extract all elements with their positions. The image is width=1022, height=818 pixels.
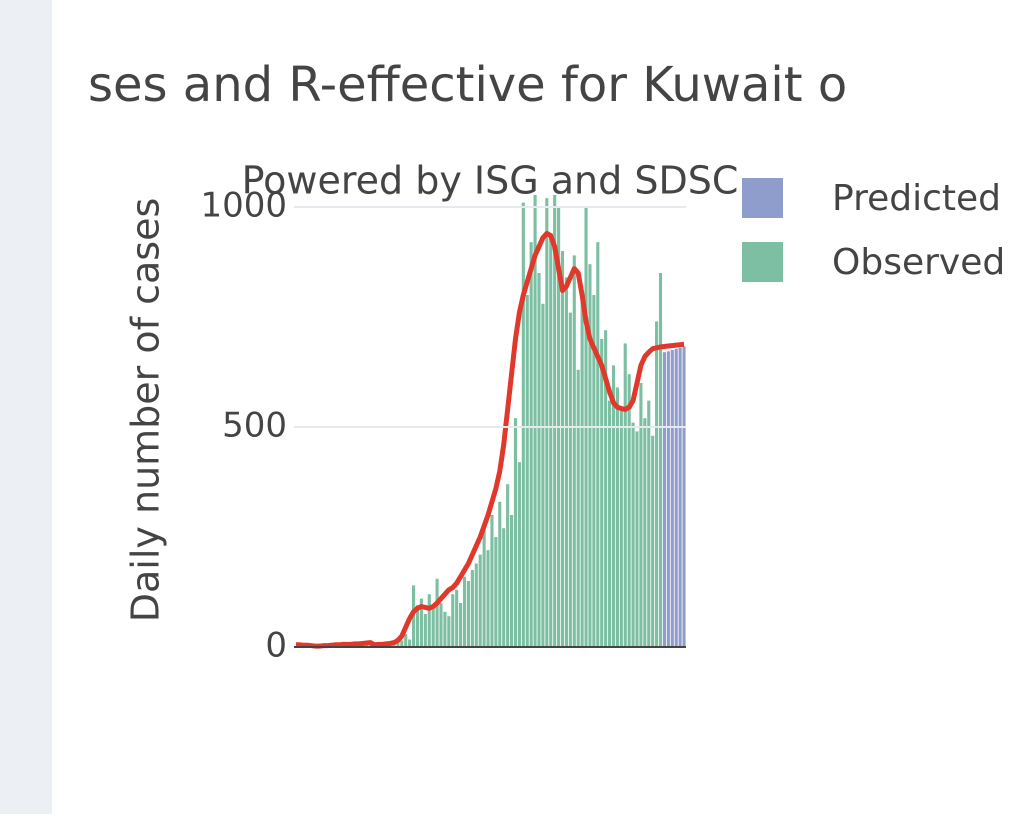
bar: [628, 374, 631, 647]
bar: [443, 612, 446, 647]
bar: [494, 537, 497, 647]
bar: [506, 484, 509, 647]
bar: [541, 304, 544, 647]
bar: [600, 339, 603, 647]
bar: [471, 570, 474, 647]
bar: [498, 502, 501, 647]
bar: [663, 352, 666, 647]
bar: [502, 528, 505, 647]
legend-swatch: [742, 242, 783, 282]
bar: [447, 616, 450, 647]
y-tick-label: 1000: [200, 186, 287, 226]
bar: [632, 423, 635, 647]
bar: [565, 277, 568, 647]
bar: [514, 418, 517, 647]
bar: [549, 233, 552, 647]
bar: [475, 563, 478, 647]
bar: [479, 555, 482, 647]
bar: [659, 273, 662, 647]
y-tick-label: 0: [265, 626, 287, 666]
bar: [530, 242, 533, 647]
bar: [620, 409, 623, 647]
bar: [463, 577, 466, 647]
bar: [545, 198, 548, 647]
bar: [467, 581, 470, 647]
bar: [577, 370, 580, 647]
bar: [451, 594, 454, 647]
bar: [651, 436, 654, 647]
bar: [490, 515, 493, 647]
bar: [655, 321, 658, 647]
bar: [667, 351, 670, 647]
bar: [526, 295, 529, 647]
legend-label: Observed: [832, 242, 1005, 283]
chart-subtitle: Powered by ISG and SDSC: [242, 159, 739, 203]
bar: [408, 640, 411, 647]
legend-label: Predicted: [832, 178, 1001, 219]
y-axis-title: Daily number of cases: [124, 198, 168, 622]
bar: [573, 255, 576, 647]
bar: [455, 590, 458, 647]
bar: [561, 251, 564, 647]
bar: [682, 346, 685, 647]
bar: [459, 603, 462, 647]
bar: [671, 350, 674, 647]
bar: [518, 462, 521, 647]
bar: [581, 291, 584, 647]
bar: [596, 242, 599, 647]
bar: [624, 343, 627, 647]
plot-area: [296, 185, 686, 647]
bar: [647, 401, 650, 647]
legend-swatch: [742, 178, 783, 218]
bar: [510, 515, 513, 647]
bar: [436, 579, 439, 647]
bar: [428, 594, 431, 647]
y-tick-label: 500: [222, 406, 287, 446]
bar: [432, 607, 435, 647]
bar: [635, 431, 638, 647]
bar: [675, 349, 678, 647]
bar: [424, 614, 427, 647]
bar: [679, 348, 682, 647]
bar: [569, 313, 572, 647]
bar: [639, 383, 642, 647]
bar: [483, 524, 486, 647]
side-panel: [0, 0, 52, 814]
bar: [643, 418, 646, 647]
bar: [588, 264, 591, 647]
bar: [522, 203, 525, 647]
bar: [439, 603, 442, 647]
chart-title: ses and R-effective for Kuwait o: [88, 57, 847, 113]
bar: [486, 550, 489, 647]
bar: [537, 273, 540, 647]
bar: [608, 401, 611, 647]
